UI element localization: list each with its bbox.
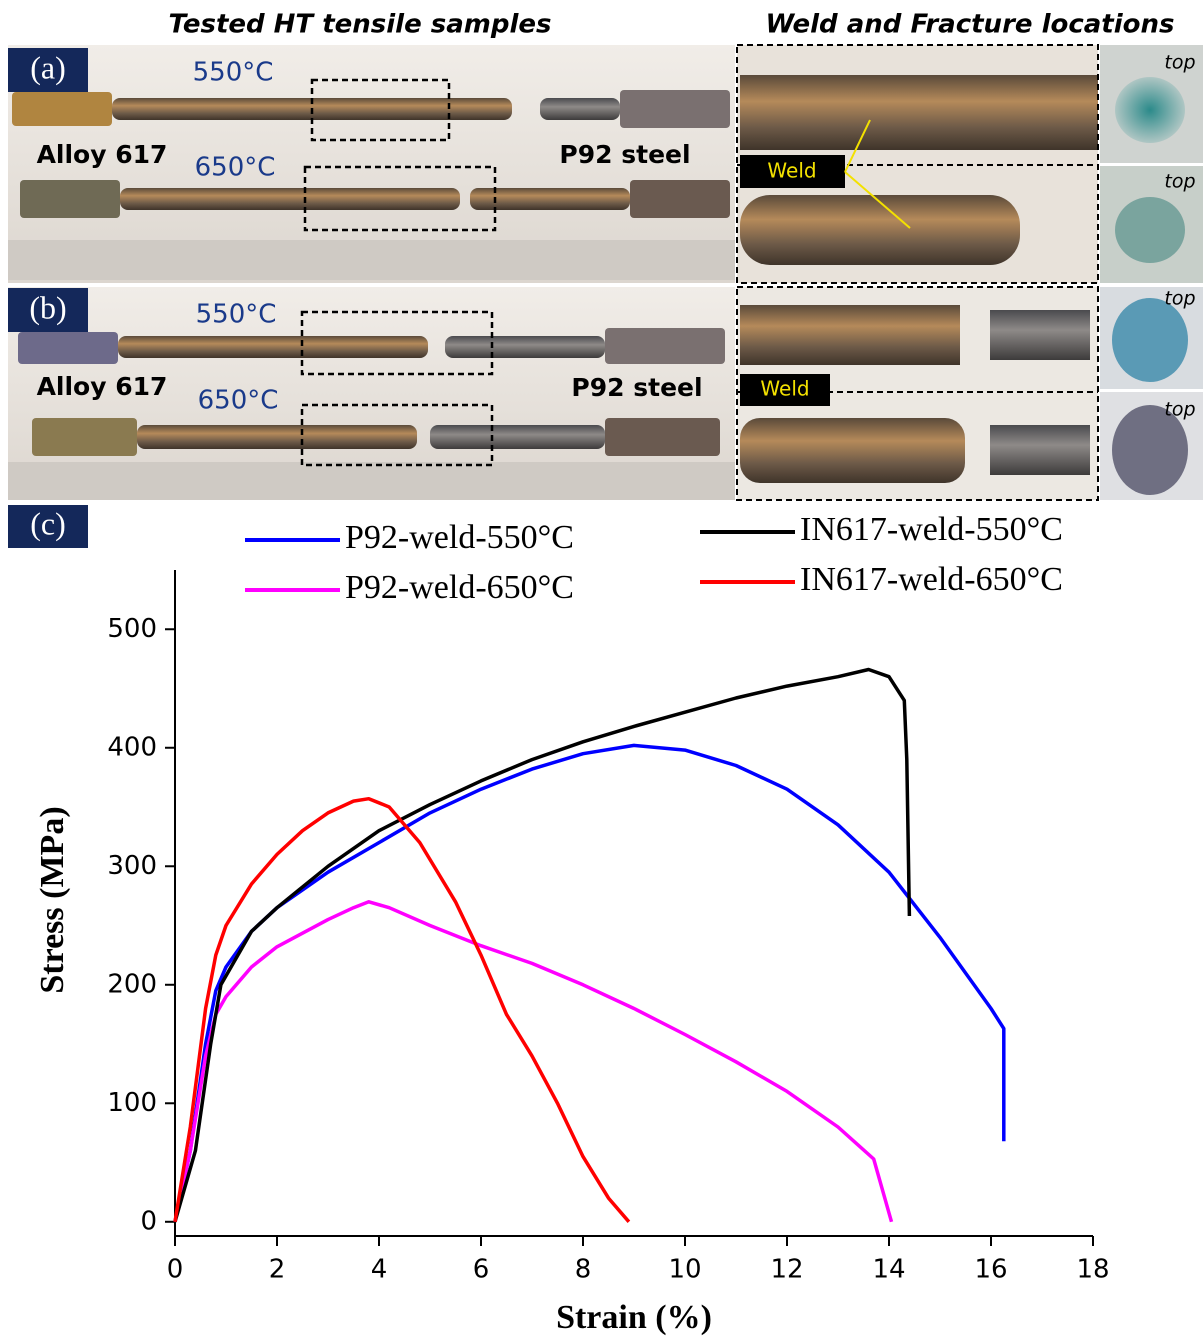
series-line	[173, 796, 631, 1223]
temperature: 650°C	[198, 386, 279, 416]
legend-label: P92-weld-550°C	[345, 519, 574, 556]
sample	[540, 98, 620, 120]
series-line	[173, 900, 894, 1223]
x-tick-label: 8	[575, 1255, 592, 1285]
temperature: 550°C	[193, 58, 274, 88]
fracture-surface	[1112, 405, 1188, 495]
sample	[137, 425, 417, 449]
zoom-sample	[990, 425, 1090, 475]
dashed-box	[300, 310, 494, 376]
zoom-sample	[740, 418, 965, 483]
top-label: top	[1164, 52, 1195, 74]
sample	[470, 188, 630, 210]
legend-label: P92-weld-650°C	[345, 569, 574, 606]
y-tick-label: 100	[107, 1088, 157, 1118]
fracture-surface	[1115, 197, 1185, 263]
right-heading: Weld and Fracture locations	[766, 10, 1175, 40]
dashed-box	[736, 286, 1099, 501]
y-axis-label: Stress (MPa)	[34, 806, 71, 993]
y-tick-label: 0	[140, 1206, 157, 1236]
x-axis-label: Strain (%)	[556, 1299, 712, 1336]
panel-label-box	[8, 288, 88, 332]
arrow	[844, 119, 871, 173]
arrow	[844, 171, 911, 229]
x-tick-label: 16	[974, 1255, 1007, 1285]
thread	[605, 418, 720, 456]
x-tick-label: 2	[269, 1255, 286, 1285]
legend-label: IN617-weld-650°C	[800, 561, 1063, 598]
panel-label: (c)	[30, 505, 66, 541]
thread	[620, 90, 730, 128]
sample	[118, 336, 428, 358]
material: P92 steel	[571, 373, 702, 402]
fracture-surface	[1115, 77, 1185, 143]
series-line	[173, 743, 1006, 1223]
sample	[445, 336, 605, 358]
weld-label: Weld	[760, 377, 809, 401]
thread	[630, 180, 730, 218]
weld-label-box	[740, 374, 830, 406]
zoom-sample	[740, 195, 1020, 265]
fracture-surface	[1112, 298, 1188, 382]
material: P92 steel	[559, 140, 690, 169]
top-label: top	[1164, 399, 1195, 421]
ruler	[8, 240, 735, 280]
ruler	[8, 462, 735, 500]
dashed-box	[300, 403, 494, 467]
top-label: top	[1164, 288, 1195, 310]
weld-label: Weld	[767, 159, 816, 183]
x-tick-label: 0	[167, 1255, 184, 1285]
series-line	[173, 667, 912, 1223]
legend-label: IN617-weld-550°C	[800, 511, 1063, 548]
zoom-sample	[740, 75, 1098, 150]
sample	[120, 188, 460, 210]
temperature: 550°C	[196, 300, 277, 330]
x-tick-label: 4	[371, 1255, 388, 1285]
dashed-box	[736, 44, 1099, 284]
weld-label-box	[740, 155, 845, 188]
zoom-sample	[740, 305, 960, 365]
y-tick-label: 300	[107, 851, 157, 881]
panel-label: (a)	[30, 49, 66, 85]
dashed-box	[310, 78, 451, 142]
plot: 0 100 200 300 400 500 0 2 4 6 8 10 12 14 16 18 P92-weld-…	[107, 511, 1109, 1285]
panel-label-box	[8, 505, 88, 548]
top-label: top	[1164, 171, 1195, 193]
x-tick-label: 6	[473, 1255, 490, 1285]
temperature: 650°C	[195, 153, 276, 183]
zoom-sample	[990, 310, 1090, 360]
material: Alloy 617	[37, 140, 168, 169]
x-tick-label: 18	[1076, 1255, 1109, 1285]
thread	[32, 418, 137, 456]
y-tick-label: 200	[107, 969, 157, 999]
thread	[12, 92, 112, 126]
material: Alloy 617	[37, 372, 168, 401]
panel-label-box	[8, 48, 88, 92]
sample	[430, 425, 605, 449]
thread	[18, 332, 118, 364]
dashed-box	[303, 165, 497, 232]
y-tick-label: 500	[107, 614, 157, 644]
thread	[605, 328, 725, 364]
left-heading: Tested HT tensile samples	[168, 10, 551, 40]
thread	[20, 180, 120, 218]
x-tick-label: 10	[668, 1255, 701, 1285]
x-tick-label: 14	[872, 1255, 905, 1285]
x-tick-label: 12	[770, 1255, 803, 1285]
y-tick-label: 400	[107, 732, 157, 762]
panel-label: (b)	[29, 289, 66, 325]
